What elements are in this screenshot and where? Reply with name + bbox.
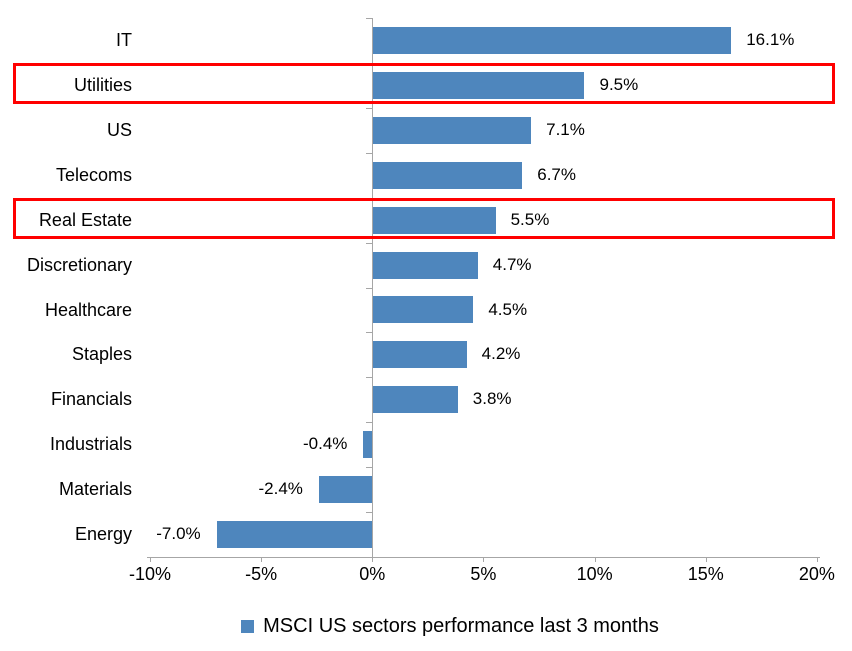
x-axis-tick [372,557,374,562]
y-axis-line [372,18,374,557]
category-label: Industrials [49,434,132,455]
x-axis-tick [594,557,596,562]
x-axis-tick [816,557,818,562]
legend-label: MSCI US sectors performance last 3 month… [263,614,659,637]
value-label: 4.7% [492,254,532,274]
y-axis-tick [366,467,373,469]
highlight-box-real-estate [13,197,835,239]
bar [373,116,532,144]
value-label: 4.5% [488,299,528,319]
value-label: -7.0% [156,524,201,544]
value-label: -0.4% [302,434,348,454]
x-tick-label: -10% [128,564,172,584]
value-label: 9.5% [599,74,639,94]
y-axis-tick [366,18,373,19]
bar [373,386,458,414]
category-label: Staples [71,344,132,365]
category-label: US [106,119,132,140]
highlight-box-utilities [13,62,835,104]
value-label: 6.7% [537,164,576,184]
value-label: 4.2% [481,344,521,364]
x-tick-label: 5% [470,564,497,584]
category-label: Healthcare [44,299,132,320]
legend-marker-icon [241,619,255,633]
category-label: Discretionary [26,254,132,275]
y-axis-tick [366,332,373,334]
category-label: Utilities [73,74,132,95]
x-axis-tick [150,557,151,562]
y-axis-tick [366,242,373,244]
y-axis-tick [366,422,373,424]
value-label: 3.8% [472,389,512,409]
y-axis-tick [366,377,373,379]
y-axis-tick [366,107,373,109]
y-axis-tick [366,287,373,289]
x-tick-label: 10% [576,564,613,584]
value-label: 7.1% [546,119,585,139]
category-label: Financials [50,389,132,410]
bar [373,296,474,324]
x-axis-tick [705,557,707,562]
y-axis-tick [366,512,373,514]
category-label: Energy [74,524,132,545]
value-label: 16.1% [746,30,795,49]
bar [363,431,373,459]
legend: MSCI US sectors performance last 3 month… [0,611,852,641]
category-label: Telecoms [55,164,132,185]
x-tick-label: 15% [687,564,724,584]
bar [216,521,373,549]
y-axis-tick [366,152,373,154]
value-label: 5.5% [510,209,550,229]
value-label: -2.4% [258,479,303,499]
bar [373,71,585,99]
bar [373,26,732,54]
x-axis-tick [483,557,485,562]
x-tick-label: -5% [245,564,278,584]
bar [373,341,467,369]
x-tick-label: 20% [798,564,835,584]
category-label: IT [116,30,132,50]
bar [373,161,523,189]
category-label: Materials [58,479,132,500]
category-label: Real Estate [38,209,132,230]
bar [318,476,373,504]
x-tick-label: 0% [359,564,386,584]
x-axis-tick [261,557,263,562]
bar [373,206,496,234]
bar [373,251,478,279]
